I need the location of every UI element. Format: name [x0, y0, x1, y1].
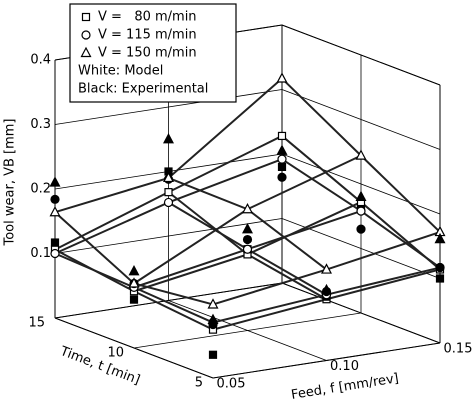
- x-axis-title: Feed, f [mm/rev]: [290, 371, 400, 403]
- marker-square: [129, 295, 139, 304]
- marker-triangle: [207, 298, 219, 309]
- marker-triangle: [321, 283, 332, 295]
- legend-note: White: Model: [78, 64, 163, 79]
- z-tick-label: 0.1: [30, 246, 51, 261]
- marker-square: [164, 188, 173, 197]
- t-tick-label: 15: [28, 316, 45, 331]
- marker-triangle: [355, 190, 367, 201]
- marker-triangle: [80, 46, 92, 58]
- legend-label: V = 80 m/min: [98, 10, 197, 25]
- marker-circle: [242, 244, 253, 254]
- marker-square: [208, 350, 218, 359]
- marker-triangle: [321, 263, 332, 274]
- marker-square: [277, 162, 287, 171]
- x-tick-label: 0.15: [444, 342, 473, 357]
- t-axis-title: Time, t [min]: [57, 344, 142, 388]
- marker-circle: [163, 197, 174, 208]
- marker-circle: [277, 154, 287, 164]
- marker-triangle: [49, 176, 61, 187]
- marker-triangle: [207, 313, 219, 325]
- marker-circle: [242, 234, 253, 245]
- marker-square: [277, 131, 287, 141]
- marker-triangle: [242, 222, 253, 234]
- marker-triangle: [355, 149, 367, 160]
- z-tick-label: 0.2: [30, 182, 51, 197]
- marker-triangle: [128, 264, 140, 276]
- legend-note: Black: Experimental: [78, 82, 208, 97]
- z-tick-label: 0.4: [30, 53, 51, 68]
- x-tick-label: 0.10: [330, 359, 359, 374]
- grid-line: [54, 282, 283, 319]
- marker-square: [50, 238, 60, 247]
- marker-triangle: [276, 144, 288, 155]
- legend: V = 80 m/min V = 115 m/min V = 150 m/min Wh…: [69, 3, 237, 103]
- legend-label: V = 115 m/min: [98, 28, 197, 43]
- legend-label: V = 150 m/min: [98, 46, 197, 61]
- grid-line: [212, 342, 441, 379]
- marker-triangle: [242, 202, 253, 214]
- t-tick-label: 5: [195, 376, 203, 391]
- marker-square: [81, 12, 91, 22]
- marker-circle: [50, 194, 60, 204]
- z-axis-title: Tool wear, VB [mm]: [3, 118, 18, 246]
- marker-triangle: [276, 72, 288, 83]
- marker-triangle: [49, 205, 61, 217]
- marker-circle: [277, 172, 287, 182]
- marker-triangle: [128, 277, 140, 288]
- z-tick-label: 0.3: [30, 117, 51, 132]
- marker-circle: [435, 262, 445, 273]
- marker-triangle: [163, 132, 174, 144]
- marker-circle: [81, 30, 91, 40]
- marker-circle: [356, 206, 366, 216]
- grid-line: [133, 312, 362, 349]
- marker-circle: [50, 248, 60, 259]
- t-tick-label: 10: [107, 346, 124, 361]
- x-tick-label: 0.05: [217, 377, 246, 392]
- marker-triangle: [163, 171, 174, 183]
- legend-box: [69, 3, 237, 103]
- marker-triangle: [434, 232, 446, 244]
- marker-circle: [356, 224, 366, 234]
- marker-square: [435, 274, 445, 283]
